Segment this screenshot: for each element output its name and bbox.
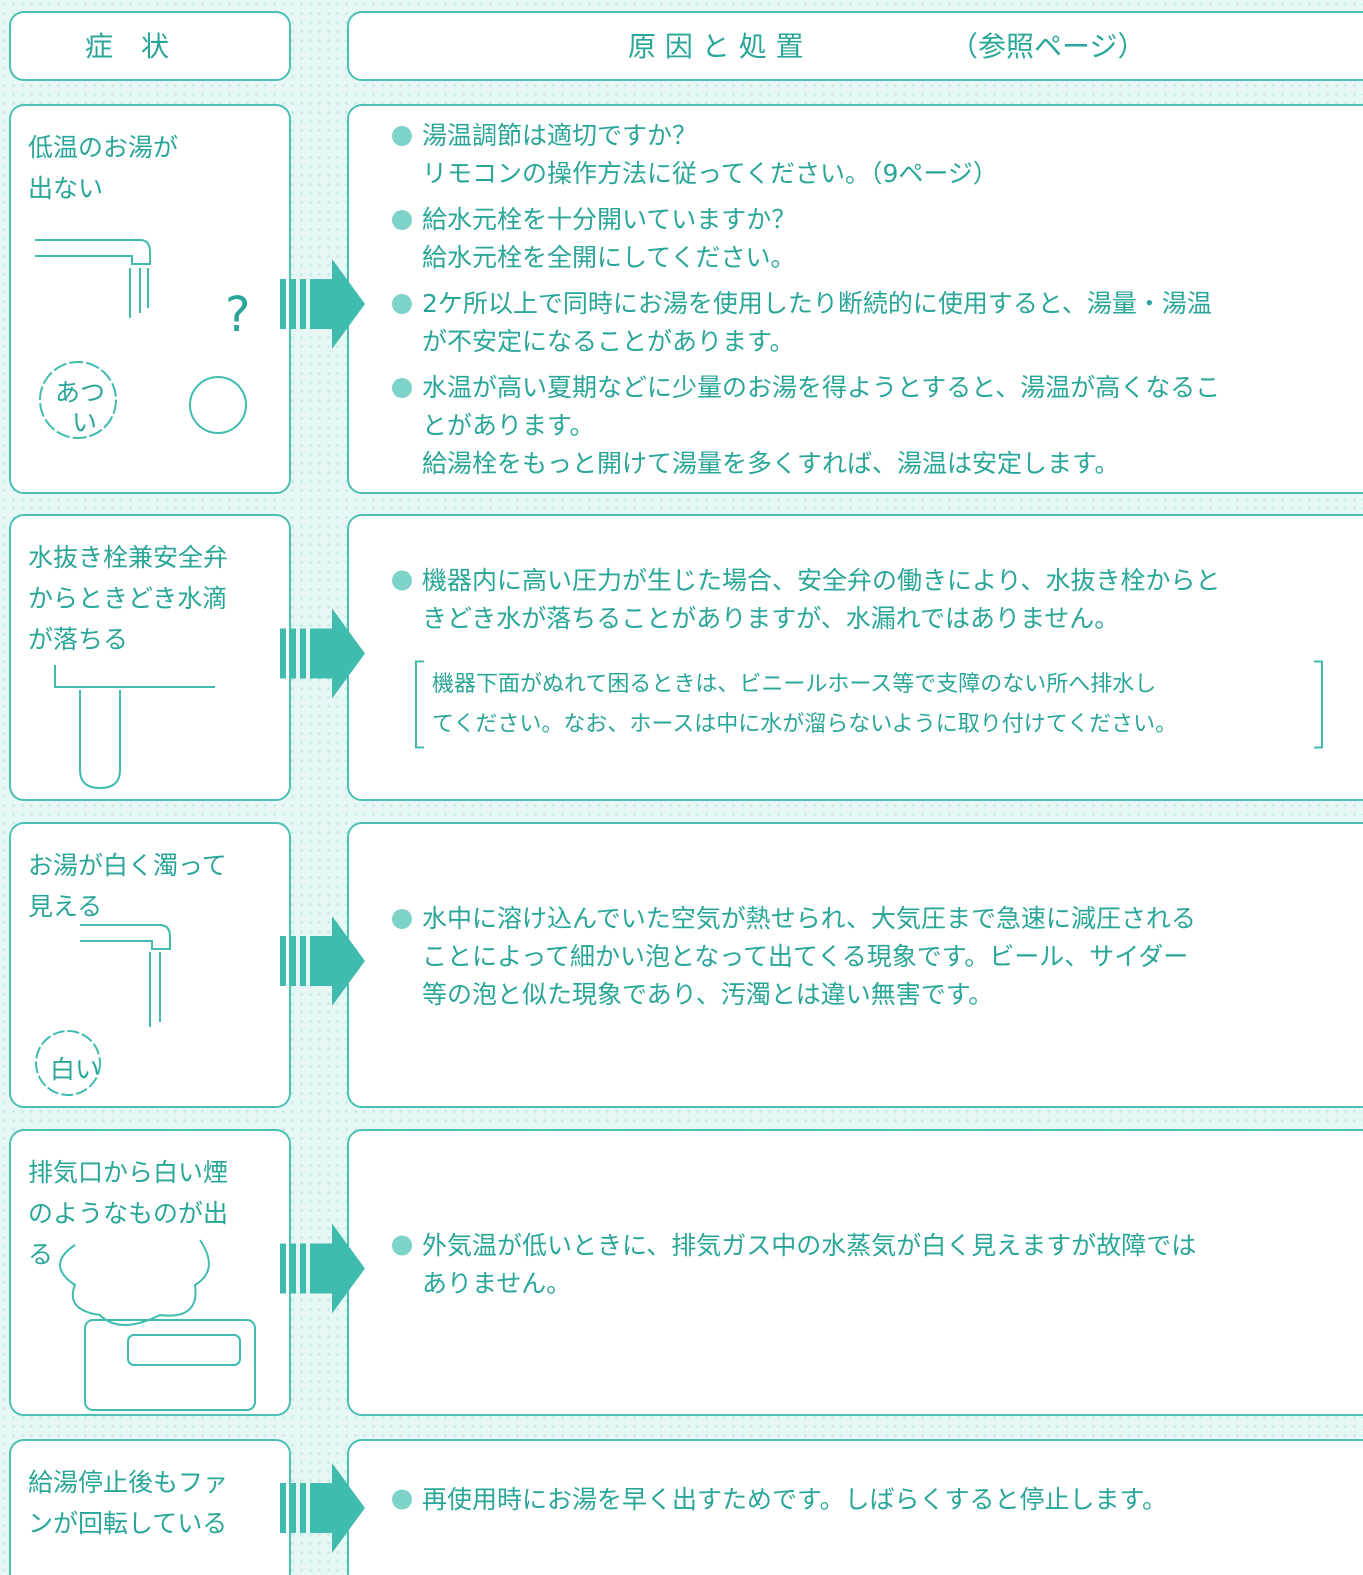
note-bracket: [1314, 660, 1323, 749]
cause-text: 給水元栓を十分開いていますか？: [422, 205, 797, 234]
cause-text: 機器内に高い圧力が生じた場合、安全弁の働きにより、水抜き栓からと: [422, 565, 1221, 595]
cause-text: ことによって細かい泡となって出てくる現象です。ビール、サイダー: [422, 942, 1189, 971]
arrow-bar: [300, 628, 306, 679]
arrow-head: [316, 916, 365, 1006]
note-bracket: [415, 660, 424, 749]
vent: [127, 1334, 241, 1366]
arrow-head: [316, 608, 365, 699]
bullet: [392, 1235, 412, 1256]
arrow-bar: [280, 936, 286, 986]
illustration-label: あつ: [55, 378, 106, 407]
arrow-head: [316, 1223, 365, 1314]
cause-text: 外気温が低いときに、排気ガス中の水蒸気が白く見えますが故障では: [422, 1230, 1197, 1260]
cause-text: 2ケ所以上で同時にお湯を使用したり断続的に使用すると、湯量・湯温: [422, 289, 1212, 318]
symptom-text: 給湯停止後もファ: [28, 1468, 229, 1497]
bullet: [392, 210, 412, 230]
arrow-bar: [280, 1483, 286, 1533]
arrow-bar: [310, 628, 316, 679]
symptom-text: 排気口から白い煙: [28, 1158, 229, 1187]
cloud: [35, 1030, 101, 1096]
water: [149, 952, 161, 1027]
heater: [84, 1319, 256, 1411]
header-ref: （参照ページ）: [950, 30, 1146, 63]
arrow-bar: [300, 936, 306, 986]
cause-text: 湯温調節は適切ですか？: [422, 121, 698, 150]
symptom-text: る: [28, 1240, 54, 1269]
cause-text: 水中に溶け込んでいた空気が熱せられ、大気圧まで急速に減圧される: [422, 904, 1197, 933]
arrow-bar: [310, 936, 316, 986]
bullet: [392, 1489, 412, 1510]
arrow-bar: [290, 1243, 296, 1294]
arrow-bar: [280, 1243, 286, 1294]
pipe: [54, 665, 215, 790]
arrow-bar: [310, 1483, 316, 1533]
cause-text: 水温が高い夏期などに少量のお湯を得ようとすると、湯温が高くなるこ: [422, 373, 1221, 402]
symptom-text: 見える: [28, 892, 103, 921]
faucet: [35, 239, 151, 265]
cause-text: 等の泡と似た現象であり、汚濁とは違い無害です。: [422, 980, 994, 1009]
symptom-text: ンが回転している: [28, 1509, 228, 1538]
arrow-bar: [280, 279, 286, 329]
symptom-text: 出ない: [28, 174, 104, 203]
arrow-bar: [290, 279, 296, 329]
illustration-label: い: [72, 408, 98, 437]
cause-text: が不安定になることがあります。: [422, 327, 795, 356]
symptom-text: が落ちる: [28, 625, 129, 654]
arrow-bar: [290, 1483, 296, 1533]
symptom-text: からときどき水滴: [28, 584, 228, 613]
arrow-bar: [300, 1243, 306, 1294]
arrow-head: [316, 1463, 365, 1553]
symptom-text: お湯が白く濁って: [28, 851, 227, 880]
arrow-bar: [310, 279, 316, 329]
water: [129, 268, 149, 318]
arrow-bar: [290, 628, 296, 679]
faucet: [80, 924, 171, 950]
arrow-bar: [280, 628, 286, 679]
header-cause: 原 因 と 処 置: [628, 30, 804, 63]
note-text: てください。なお、ホースは中に水が溜らないように取り付けてください。: [432, 711, 1178, 737]
bullet: [392, 570, 412, 591]
bullet: [392, 294, 412, 314]
cause-text: とがあります。: [422, 411, 595, 440]
arrow-bar: [300, 279, 306, 329]
header-symptom: 症 状: [85, 30, 170, 63]
cloud: [39, 361, 117, 439]
symptom-text: のようなものが出: [28, 1199, 229, 1228]
cause-text: ありません。: [422, 1268, 572, 1298]
bullet: [392, 126, 412, 146]
cause-text: リモコンの操作方法に従ってください。（9ページ）: [422, 159, 998, 188]
symptom-text: 水抜き栓兼安全弁: [28, 543, 229, 572]
arrow-bar: [300, 1483, 306, 1533]
smoke: [59, 1239, 210, 1326]
cat: [189, 376, 247, 434]
cause-text: 給湯栓をもっと開けて湯量を多くすれば、湯温は安定します。: [422, 449, 1120, 478]
arrow-bar: [290, 936, 296, 986]
bullet: [392, 909, 412, 929]
illustration-label: 白い: [50, 1055, 101, 1084]
cause-text: 給水元栓を全開にしてください。: [422, 243, 796, 272]
note-text: 機器下面がぬれて困るときは、ビニールホース等で支障のない所へ排水し: [432, 671, 1157, 697]
symptom-text: 低温のお湯が: [28, 133, 179, 162]
cause-box: [347, 514, 1363, 801]
arrow-head: [316, 259, 365, 349]
symptom-box: [9, 1439, 291, 1575]
bullet: [392, 378, 412, 398]
arrow-bar: [310, 1243, 316, 1294]
illustration-label: ?: [225, 287, 251, 343]
cause-text: 再使用時にお湯を早く出すためです。しばらくすると停止します。: [422, 1484, 1168, 1514]
cause-text: きどき水が落ちることがありますが、水漏れではありません。: [422, 603, 1120, 633]
